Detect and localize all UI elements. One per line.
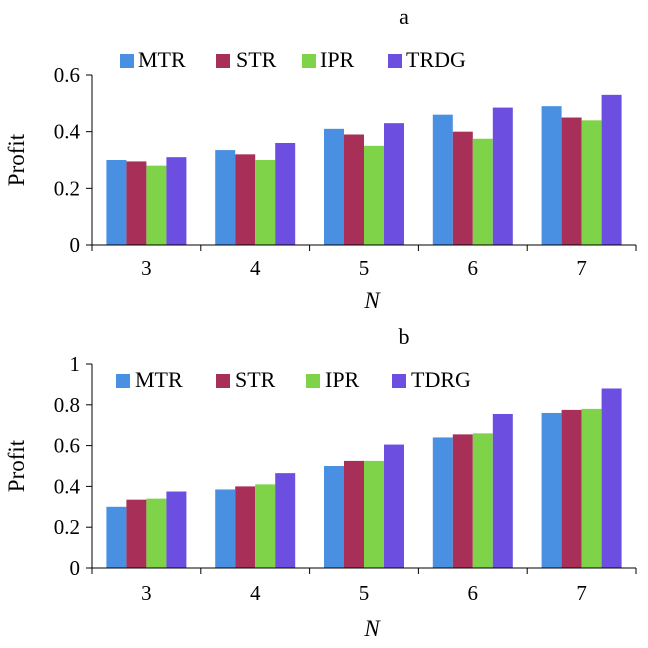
y-tick-label: 0.2 [54, 515, 80, 539]
bar-mtr-5 [324, 128, 344, 245]
bar-str-3 [126, 161, 147, 245]
bar-ipr-4 [255, 160, 276, 245]
bar-str-4 [235, 154, 256, 245]
x-tick-label: 3 [141, 256, 152, 280]
y-tick-label: 0.6 [54, 434, 80, 458]
x-tick-label: 6 [468, 256, 479, 280]
legend-label-ipr: IPR [320, 47, 355, 72]
bar-str-5 [344, 134, 364, 245]
legend-swatch-ipr [306, 374, 320, 388]
bar-tdrg-6 [492, 413, 513, 568]
y-tick-label: 0 [70, 233, 81, 257]
legend-swatch-mtr [120, 54, 134, 68]
bar-ipr-3 [146, 165, 167, 245]
legend-swatch-str [216, 374, 230, 388]
legend: MTR STR IPR TDRG [116, 367, 471, 392]
legend-swatch-tdrg [392, 374, 406, 388]
y-tick-label: 0.8 [54, 393, 80, 417]
chart-panel-b: b 0 0.2 0.4 0.6 0.8 1 3 4 5 6 7 N Profit MTR STR IPR TDRG [4, 324, 637, 641]
bar-mtr-3 [106, 506, 127, 568]
y-tick-label: 0.4 [54, 120, 81, 144]
legend-swatch-mtr [116, 374, 130, 388]
legend-label-str: STR [235, 367, 276, 392]
y-axis-label: Profit [4, 133, 29, 186]
bar-ipr-7 [581, 408, 602, 568]
legend-label-mtr: MTR [135, 367, 183, 392]
bar-mtr-4 [215, 489, 236, 568]
x-tick-label: 4 [250, 256, 261, 280]
y-tick-label: 0 [70, 556, 81, 580]
bar-trdg-7 [601, 94, 622, 245]
bar-ipr-6 [472, 138, 493, 245]
chart-panel-a: a 0 0.2 0.4 0.6 3 4 5 6 7 N Profit MTR STR IPR TRDG [4, 4, 637, 313]
legend-swatch-trdg [388, 54, 402, 68]
bar-tdrg-3 [166, 491, 187, 568]
bar-ipr-3 [146, 498, 167, 568]
bar-str-6 [452, 434, 473, 568]
x-tick-label: 5 [359, 256, 370, 280]
bar-mtr-4 [215, 150, 236, 245]
x-tick-label: 4 [250, 581, 261, 605]
legend-swatch-ipr [302, 54, 316, 68]
legend-label-str: STR [236, 47, 277, 72]
x-tick-label: 7 [576, 256, 587, 280]
bar-trdg-6 [492, 107, 513, 245]
bar-ipr-5 [364, 460, 384, 568]
bar-ipr-5 [364, 145, 384, 245]
bar-ipr-4 [255, 484, 276, 568]
bar-mtr-6 [432, 114, 453, 246]
bar-tdrg-7 [601, 388, 622, 568]
x-tick-label: 5 [359, 581, 370, 605]
x-tick-label: 6 [468, 581, 479, 605]
bar-str-7 [561, 409, 582, 568]
bar-tdrg-4 [275, 473, 296, 568]
bar-mtr-7 [541, 106, 562, 246]
bar-str-4 [235, 486, 256, 568]
x-axis-label: N [363, 616, 381, 641]
bar-trdg-3 [166, 157, 187, 245]
bar-mtr-3 [106, 160, 127, 245]
legend-label-tdrg: TDRG [411, 367, 471, 392]
legend: MTR STR IPR TRDG [120, 47, 466, 72]
bar-trdg-5 [384, 123, 404, 245]
bar-tdrg-5 [384, 444, 404, 568]
legend-label-trdg: TRDG [406, 47, 466, 72]
chart-title: a [399, 4, 409, 29]
y-tick-label: 0.6 [54, 63, 80, 87]
bar-ipr-7 [581, 120, 602, 245]
bar-mtr-6 [432, 437, 453, 568]
y-tick-label: 0.2 [54, 176, 80, 200]
y-tick-label: 1 [70, 352, 81, 376]
y-axis-label: Profit [4, 439, 29, 492]
x-tick-label: 3 [141, 581, 152, 605]
bar-mtr-5 [324, 466, 344, 568]
bar-str-3 [126, 499, 147, 568]
y-tick-label: 0.4 [54, 474, 81, 498]
bar-ipr-6 [472, 433, 493, 568]
bar-str-5 [344, 460, 364, 568]
x-tick-label: 7 [576, 581, 587, 605]
bar-trdg-4 [275, 143, 296, 245]
bar-str-6 [452, 131, 473, 245]
bar-str-7 [561, 117, 582, 245]
legend-swatch-str [216, 54, 230, 68]
bar-mtr-7 [541, 412, 562, 568]
x-axis-label: N [363, 288, 381, 313]
legend-label-mtr: MTR [138, 47, 186, 72]
chart-title: b [399, 324, 410, 349]
legend-label-ipr: IPR [325, 367, 360, 392]
